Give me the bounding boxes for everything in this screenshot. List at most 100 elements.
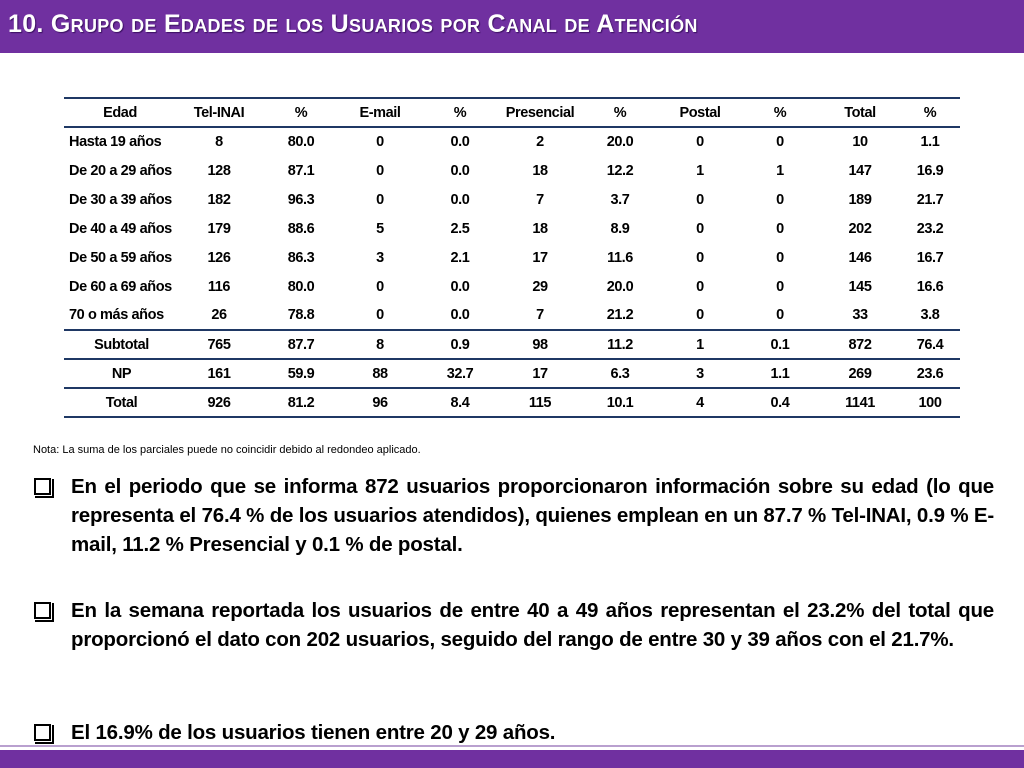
table-cell: 765: [207, 336, 231, 353]
table-cell: 926: [207, 394, 231, 411]
table-cell: 202: [848, 220, 872, 237]
row-label: 70 o más años: [69, 307, 164, 323]
column-header: %: [923, 104, 937, 121]
table-cell: 98: [532, 336, 548, 353]
column-header: Edad: [103, 104, 137, 121]
table-cell: 96.3: [287, 191, 315, 208]
table-cell: 0: [776, 249, 784, 266]
table-cell: 12.2: [606, 162, 634, 179]
table-cell: 0.4: [770, 394, 790, 411]
table-cell: 2.5: [450, 220, 470, 237]
table-cell: 3.8: [920, 307, 940, 323]
checkbox-bullet-icon: [34, 602, 54, 622]
table-cell: 96: [372, 394, 388, 411]
row-label: Subtotal: [94, 336, 149, 353]
table-cell: 116: [207, 278, 231, 295]
column-header: %: [294, 104, 308, 121]
row-label: De 20 a 29 años: [69, 162, 172, 179]
table-cell: 7: [536, 307, 544, 323]
bullet-text: En el periodo que se informa 872 usuario…: [71, 475, 994, 556]
table-row: Hasta 19 años 8 80.0 0 0.0 2 20.0 0 0 10 1.1: [64, 127, 960, 156]
column-header: %: [773, 104, 787, 121]
table-cell: 20.0: [606, 278, 634, 295]
footer-bar: [0, 750, 1024, 768]
table-cell: 100: [918, 394, 942, 411]
table-cell: 16.6: [916, 278, 944, 295]
table-cell: 8.9: [610, 220, 630, 237]
table-cell: 18: [532, 220, 548, 237]
table-cell: 0: [696, 220, 704, 237]
table-note: Nota: La suma de los parciales puede no …: [33, 444, 421, 456]
bullet-item: En la semana reportada los usuarios de e…: [34, 596, 994, 654]
table-cell: 1: [696, 336, 704, 353]
bullet-text: En la semana reportada los usuarios de e…: [71, 599, 994, 651]
table-cell: 2: [536, 134, 544, 150]
table-cell: 10.1: [606, 394, 634, 411]
table-cell: 146: [848, 249, 872, 266]
table-cell: 80.0: [287, 134, 315, 150]
table-cell: 6.3: [610, 365, 630, 382]
table-cell: 18: [532, 162, 548, 179]
table-cell: 0: [696, 249, 704, 266]
row-label: De 30 a 39 años: [69, 191, 172, 208]
table-cell: 0: [376, 278, 384, 295]
column-header: Presencial: [505, 104, 575, 121]
table-cell: 21.2: [606, 307, 634, 323]
column-header: %: [453, 104, 467, 121]
slide-title: 10. Grupo de Edades de los Usuarios por …: [8, 10, 698, 38]
table-cell: 269: [848, 365, 872, 382]
table-cell: 0.0: [450, 307, 470, 323]
table-cell: 88: [372, 365, 388, 382]
bullet-item: En el periodo que se informa 872 usuario…: [34, 472, 994, 559]
table-cell: 86.3: [287, 249, 315, 266]
bullet-text: El 16.9% de los usuarios tienen entre 20…: [71, 721, 556, 744]
table-row: De 30 a 39 años 182 96.3 0 0.0 7 3.7 0 0 189 21.7: [64, 185, 960, 214]
age-channel-table: Edad Tel-INAI% E-mail% Presencial% Postal% To…: [64, 97, 960, 418]
table-cell: 59.9: [287, 365, 315, 382]
row-label: De 60 a 69 años: [69, 278, 172, 295]
bullet-item: El 16.9% de los usuarios tienen entre 20…: [34, 718, 994, 747]
column-header: E-mail: [359, 104, 401, 121]
table-row: De 40 a 49 años 179 88.6 5 2.5 18 8.9 0 0 202 23.2: [64, 214, 960, 243]
summary-row: Total 926 81.2 96 8.4 115 10.1 4 0.4 1141 100: [64, 388, 960, 417]
table-cell: 17: [532, 365, 548, 382]
table-cell: 0.9: [450, 336, 470, 353]
table-cell: 0: [696, 134, 704, 150]
table-cell: 11.2: [607, 336, 633, 353]
table-cell: 0.0: [450, 134, 470, 150]
table-cell: 0: [376, 134, 384, 150]
table-cell: 23.2: [916, 220, 944, 237]
column-header: Total: [844, 104, 876, 121]
table-cell: 20.0: [606, 134, 634, 150]
table-cell: 87.1: [287, 162, 315, 179]
table-cell: 88.6: [287, 220, 315, 237]
table-cell: 7: [536, 191, 544, 208]
table-cell: 0: [776, 278, 784, 295]
table-cell: 0: [776, 191, 784, 208]
table-cell: 0: [376, 191, 384, 208]
table-cell: 126: [207, 249, 231, 266]
table-cell: 0: [776, 220, 784, 237]
footer-rule: [0, 745, 1024, 747]
table-cell: 33: [852, 307, 868, 323]
table-cell: 1141: [845, 394, 875, 411]
table-cell: 4: [696, 394, 704, 411]
table-cell: 182: [207, 191, 231, 208]
table-cell: 179: [207, 220, 231, 237]
table-cell: 8: [215, 134, 223, 150]
table-cell: 3: [376, 249, 384, 266]
table-cell: 16.9: [916, 162, 944, 179]
table-cell: 76.4: [916, 336, 944, 353]
table-cell: 161: [207, 365, 231, 382]
age-channel-table-container: Edad Tel-INAI% E-mail% Presencial% Postal% To…: [64, 97, 960, 418]
table-cell: 0: [376, 307, 384, 323]
column-header: Postal: [679, 104, 721, 121]
table-cell: 0: [776, 134, 784, 150]
table-cell: 0: [776, 307, 784, 323]
table-cell: 87.7: [287, 336, 315, 353]
table-cell: 1: [776, 162, 784, 179]
table-cell: 16.7: [916, 249, 944, 266]
table-cell: 21.7: [916, 191, 944, 208]
table-cell: 147: [848, 162, 872, 179]
table-row: De 60 a 69 años 116 80.0 0 0.0 29 20.0 0 0 145 16.…: [64, 272, 960, 301]
